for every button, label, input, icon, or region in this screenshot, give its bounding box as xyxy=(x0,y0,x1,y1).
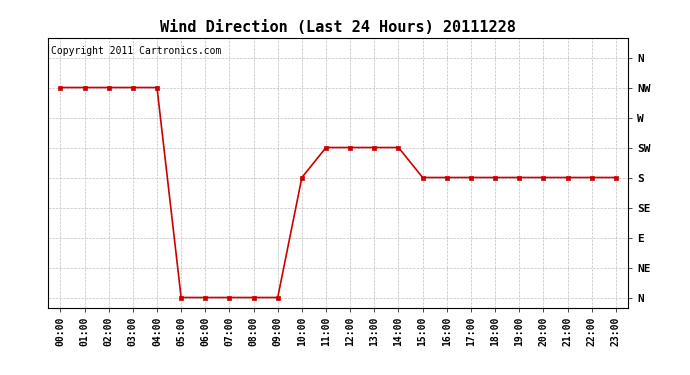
Title: Wind Direction (Last 24 Hours) 20111228: Wind Direction (Last 24 Hours) 20111228 xyxy=(160,20,516,35)
Text: Copyright 2011 Cartronics.com: Copyright 2011 Cartronics.com xyxy=(51,46,221,56)
